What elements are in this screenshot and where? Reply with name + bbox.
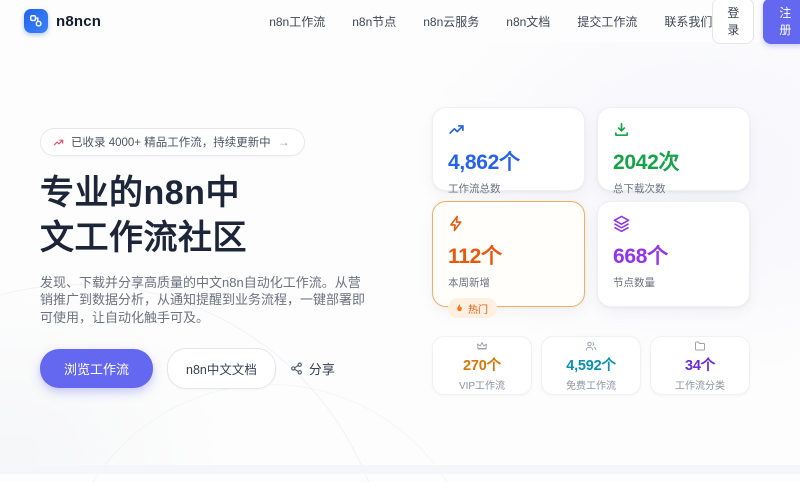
announcement-text: 已收录 4000+ 精品工作流，持续更新中 — [71, 137, 271, 149]
hot-badge: 热门 — [448, 298, 497, 318]
stat-value: 668个 — [613, 245, 668, 268]
users-icon — [585, 339, 597, 352]
page-title: 专业的n8n中 文工作流社区 — [40, 174, 247, 257]
mini-stat-label: 工作流分类 — [675, 381, 725, 392]
hero-description: 发现、下载并分享高质量的中文n8n自动化工作流。从营销推广到数据分析，从通知提醒… — [40, 274, 366, 326]
nav-item-nodes[interactable]: n8n节点 — [352, 14, 397, 29]
lightning-icon — [448, 215, 569, 233]
mini-stats-row: 270个 VIP工作流 4,592个 免费工作流 — [432, 336, 750, 395]
hero-section: 已收录 4000+ 精品工作流，持续更新中 → 专业的n8n中 文工作流社区 发… — [0, 42, 800, 482]
stat-value: 4,862个 — [448, 151, 520, 174]
nav-item-contact[interactable]: 联系我们 — [664, 14, 713, 29]
stat-value: 112个 — [448, 245, 502, 268]
stat-label: 节点数量 — [613, 277, 655, 289]
hot-badge-label: 热门 — [468, 304, 488, 316]
stat-label: 总下载次数 — [613, 183, 666, 195]
arrow-right-icon: → — [277, 135, 290, 149]
stats-grid: 4,862个 工作流总数 2042次 总下载次数 112个 — [432, 107, 750, 318]
mini-stat-label: 免费工作流 — [566, 381, 616, 392]
hero-actions: 浏览工作流 n8n中文文档 分享 — [40, 347, 384, 389]
header-actions: 登录 注册 — [712, 0, 800, 44]
folder-icon — [694, 339, 706, 352]
trending-up-icon — [53, 137, 64, 148]
brand-name: n8ncn — [56, 12, 102, 30]
mini-stat-label: VIP工作流 — [458, 381, 506, 392]
flame-icon — [455, 302, 464, 314]
stat-label: 本周新增 — [448, 277, 490, 289]
mini-stat-value: 34个 — [684, 358, 716, 374]
mini-stat-free-workflows: 4,592个 免费工作流 — [541, 336, 641, 395]
mini-stat-value: 4,592个 — [566, 358, 616, 374]
register-button[interactable]: 注册 — [763, 0, 800, 44]
header: n8ncn n8n工作流 n8n节点 n8n云服务 n8n文档 提交工作流 联系… — [0, 0, 800, 44]
announcement-badge[interactable]: 已收录 4000+ 精品工作流，持续更新中 → — [40, 128, 305, 156]
stat-label: 工作流总数 — [448, 183, 501, 195]
mini-stat-value: 270个 — [463, 358, 501, 374]
hero-content: 已收录 4000+ 精品工作流，持续更新中 → 专业的n8n中 文工作流社区 发… — [40, 128, 384, 389]
stat-card-total-downloads: 2042次 总下载次数 — [597, 107, 750, 195]
logo-icon — [24, 9, 48, 33]
nav-item-docs[interactable]: n8n文档 — [506, 14, 551, 29]
browse-workflows-button[interactable]: 浏览工作流 — [40, 348, 154, 388]
docs-button[interactable]: n8n中文文档 — [167, 347, 276, 389]
download-icon — [613, 121, 734, 139]
mini-stat-workflow-categories: 34个 工作流分类 — [650, 336, 750, 395]
login-button[interactable]: 登录 — [712, 0, 755, 44]
nav-item-submit[interactable]: 提交工作流 — [577, 14, 638, 29]
share-label: 分享 — [308, 361, 335, 377]
share-button[interactable]: 分享 — [290, 359, 335, 378]
nav-item-cloud[interactable]: n8n云服务 — [423, 14, 480, 29]
trending-up-icon — [448, 121, 569, 139]
stat-card-total-workflows: 4,862个 工作流总数 — [432, 107, 585, 195]
brand-logo[interactable]: n8ncn — [24, 9, 101, 33]
mini-stat-vip-workflows: 270个 VIP工作流 — [432, 336, 532, 395]
main-nav: n8n工作流 n8n节点 n8n云服务 n8n文档 提交工作流 联系我们 — [269, 13, 712, 30]
stat-card-new-this-week: 112个 本周新增 热门 — [432, 201, 585, 318]
stat-card-node-count: 668个 节点数量 — [597, 201, 750, 307]
stats-panel: 4,862个 工作流总数 2042次 总下载次数 112个 — [432, 107, 750, 395]
share-icon — [290, 362, 303, 375]
crown-icon — [476, 339, 488, 352]
stat-value: 2042次 — [613, 151, 680, 174]
nav-item-workflows[interactable]: n8n工作流 — [269, 14, 326, 29]
layers-icon — [613, 215, 734, 233]
next-section-edge — [0, 465, 800, 474]
